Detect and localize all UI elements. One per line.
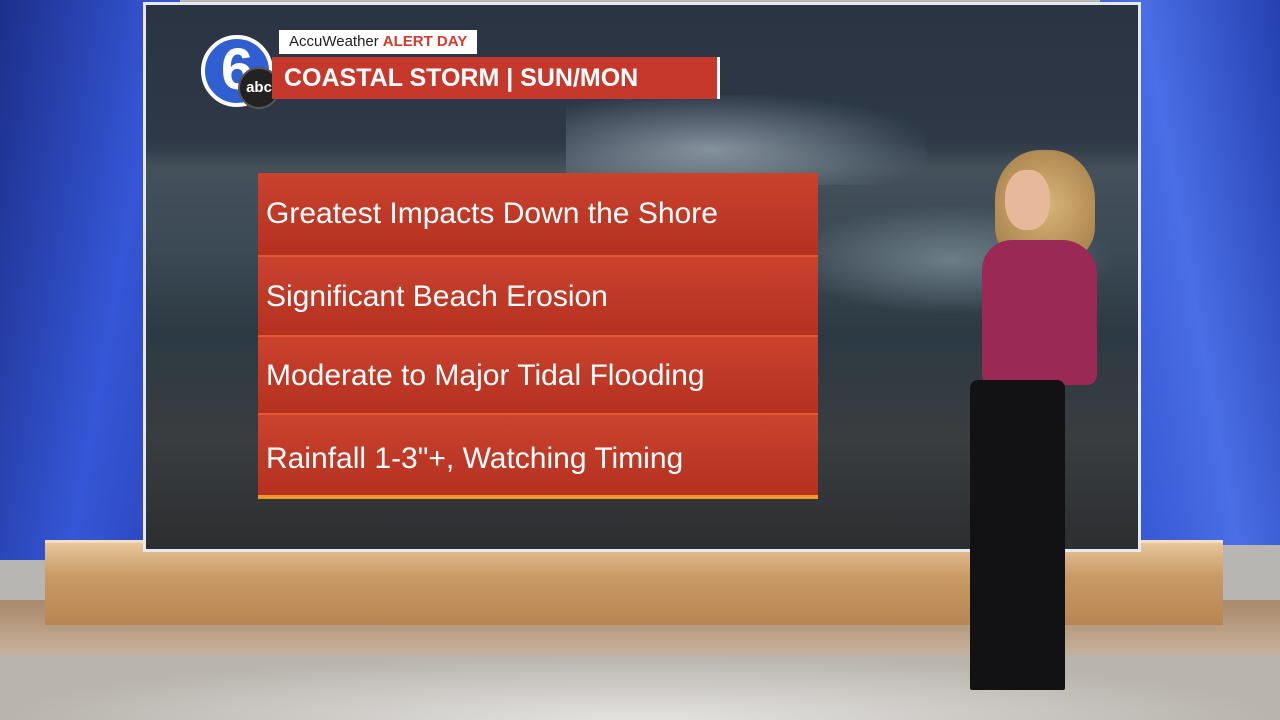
- impact-item: Rainfall 1-3"+, Watching Timing: [258, 415, 818, 499]
- floor-reflection: [0, 655, 1280, 720]
- presenter-pants: [970, 380, 1065, 690]
- presenter-top: [982, 240, 1097, 385]
- presenter: [920, 150, 1100, 720]
- wave-image: [566, 95, 926, 185]
- alert-tag: AccuWeather ALERT DAY: [279, 30, 478, 54]
- graphic-title: COASTAL STORM | SUN/MON: [272, 57, 720, 99]
- presenter-face: [1005, 170, 1050, 230]
- impact-item: Moderate to Major Tidal Flooding: [258, 337, 818, 415]
- impact-item: Greatest Impacts Down the Shore: [258, 173, 818, 257]
- alert-label: ALERT DAY: [382, 33, 468, 50]
- brand-label: AccuWeather: [289, 33, 379, 50]
- impact-item: Significant Beach Erosion: [258, 257, 818, 337]
